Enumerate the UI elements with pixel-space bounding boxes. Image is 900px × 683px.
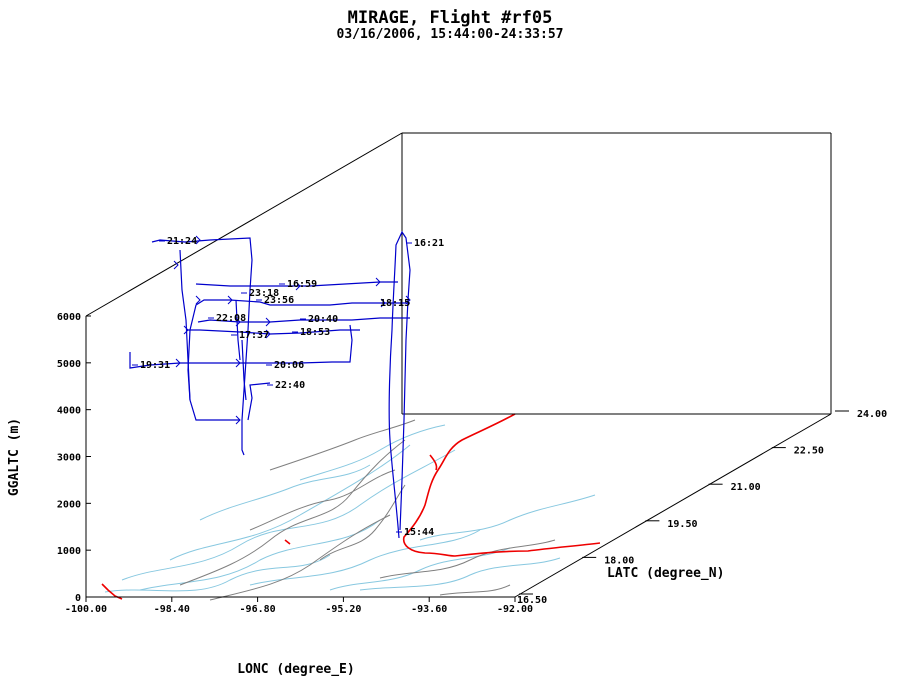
- z-tick-label: 5000: [57, 359, 81, 370]
- y-axis-label: LATC (degree_N): [607, 566, 724, 581]
- x-tick-label: -98.40: [154, 604, 190, 615]
- time-label: 18:15: [380, 298, 410, 309]
- box-edge: [85, 132, 403, 317]
- x-tick-label: -96.80: [240, 604, 276, 615]
- direction-arrow: [173, 260, 179, 270]
- direction-arrow: [235, 358, 241, 368]
- direction-arrow: [183, 325, 189, 335]
- track-segment: [179, 249, 191, 401]
- z-tick-label: 3000: [57, 453, 81, 464]
- z-tick-label: 6000: [57, 312, 81, 323]
- track-segment: [388, 230, 411, 539]
- time-label: 21:24: [167, 236, 197, 247]
- x-axis-label: LONC (degree_E): [237, 662, 354, 677]
- direction-arrow: [227, 295, 233, 305]
- y-tick-label: 18.00: [604, 555, 634, 566]
- z-tick-label: 4000: [57, 406, 81, 417]
- time-label: 15:44: [404, 527, 434, 538]
- direction-arrow: [265, 329, 271, 339]
- direction-arrow: [235, 317, 241, 327]
- x-tick-label: -92.00: [497, 604, 533, 615]
- track-segment: [241, 339, 247, 401]
- time-label: 19:31: [140, 360, 170, 371]
- axis-ticks: -100.00 -98.40 -96.80 -95.20 -93.60 -92.0016.…: [57, 312, 887, 615]
- time-label: 22:08: [216, 313, 246, 324]
- direction-arrow: [195, 295, 201, 305]
- z-axis-label: GGALTC (m): [7, 418, 22, 496]
- track-segment: [186, 329, 360, 335]
- track-segment: [151, 237, 253, 456]
- track-segment: [197, 317, 410, 323]
- box-edge: [514, 413, 832, 598]
- direction-arrow: [375, 277, 381, 287]
- time-label: 17:37: [239, 330, 269, 341]
- direction-arrow: [265, 317, 271, 327]
- z-tick-label: 1000: [57, 546, 81, 557]
- y-tick-label: 21.00: [731, 482, 761, 493]
- time-label: 20:06: [274, 360, 304, 371]
- border-lines: [179, 419, 556, 601]
- z-tick-label: 2000: [57, 499, 81, 510]
- river-lines: [104, 424, 596, 593]
- x-tick-label: -95.20: [325, 604, 361, 615]
- direction-arrow: [195, 235, 201, 245]
- time-label: 23:18: [249, 288, 279, 299]
- direction-arrow: [380, 298, 386, 308]
- x-tick-label: -100.00: [65, 604, 107, 615]
- direction-arrow: [405, 295, 411, 305]
- axis-labels: LONC (degree_E) LATC (degree_N) GGALTC (m): [7, 418, 724, 677]
- time-label: 18:53: [300, 327, 330, 338]
- time-label: 16:21: [414, 238, 444, 249]
- chart-title: MIRAGE, Flight #rf05: [347, 8, 553, 28]
- x-tick-label: -93.60: [411, 604, 447, 615]
- y-tick-label: 19.50: [667, 519, 697, 530]
- z-tick-label: 0: [75, 593, 81, 604]
- y-tick-label: 16.50: [517, 595, 547, 606]
- direction-arrow: [295, 281, 301, 291]
- track-segment: [129, 324, 353, 369]
- time-label: 20:40: [308, 314, 338, 325]
- direction-arrow: [235, 415, 241, 425]
- track-segment: [247, 382, 271, 421]
- time-label: 23:56: [264, 295, 294, 306]
- direction-arrow: [175, 358, 181, 368]
- y-tick-label: 22.50: [794, 446, 824, 457]
- track-segment: [235, 299, 241, 361]
- time-label: 22:40: [275, 380, 305, 391]
- map-floor: [101, 413, 601, 601]
- flight-track: [129, 230, 411, 539]
- chart-subtitle: 03/16/2006, 15:44:00-24:33:57: [336, 27, 564, 42]
- y-tick-label: 24.00: [857, 409, 887, 420]
- time-label: 16:59: [287, 279, 317, 290]
- axes-box: [85, 132, 832, 598]
